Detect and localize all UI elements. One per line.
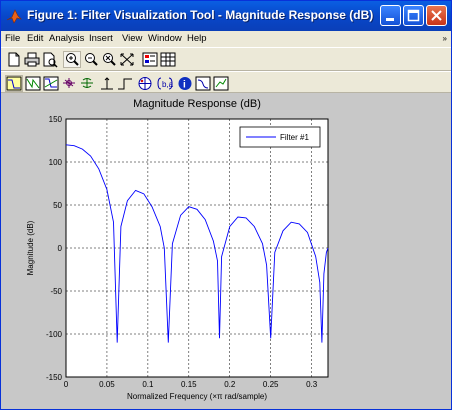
zoom-x-button[interactable] [100, 51, 118, 68]
x-tick-label: 0 [64, 380, 69, 389]
y-tick-label: -50 [50, 287, 62, 296]
menu-overflow-icon[interactable]: » [442, 34, 447, 43]
x-tick-label: 0.05 [99, 380, 115, 389]
print-preview-button[interactable] [41, 51, 59, 68]
menu-analysis[interactable]: Analysis [49, 33, 85, 44]
maximize-button[interactable] [403, 5, 424, 26]
axis-ticks: 0 0.05 0.1 0.15 0.2 0.25 0.3 150 100 50 0 -50 -100 -1… [46, 115, 318, 389]
grid-button[interactable] [159, 51, 177, 68]
legend-entry-filter-1: Filter #1 [280, 133, 309, 142]
step-response-button[interactable] [116, 75, 134, 92]
menu-view[interactable]: View [122, 33, 143, 44]
data-button[interactable] [194, 75, 212, 92]
menu-file[interactable]: File [5, 33, 21, 44]
magnitude-phase-icon [43, 76, 59, 91]
coefficients-icon: b,a [157, 77, 174, 90]
legend-icon [142, 52, 158, 67]
print-button[interactable] [23, 51, 41, 68]
zoom-in-icon [66, 53, 79, 66]
new-figure-button[interactable] [5, 51, 23, 68]
y-tick-label: -150 [46, 373, 63, 382]
menu-bar: File Edit Analysis Insert View Window He… [1, 31, 451, 47]
phase-response-icon [25, 76, 41, 91]
minimize-button[interactable] [380, 5, 401, 26]
menu-insert[interactable]: Insert [89, 33, 113, 44]
zoom-fit-icon [120, 53, 134, 66]
zoom-in-button[interactable] [63, 51, 81, 68]
phase-delay-icon [81, 78, 93, 88]
plot-title: Magnitude Response (dB) [133, 98, 261, 110]
print-preview-icon [43, 52, 58, 68]
series-filter-1-line [65, 144, 329, 343]
x-tick-label: 0.3 [306, 380, 318, 389]
grid-lines [66, 119, 328, 377]
legend-button[interactable] [141, 51, 159, 68]
x-tick-label: 0.25 [263, 380, 279, 389]
grid-icon [160, 52, 176, 67]
zoom-out-icon [85, 53, 98, 66]
minimize-icon [386, 18, 394, 21]
group-delay-button[interactable] [60, 75, 78, 92]
filter-info-icon: i [178, 77, 192, 91]
pole-zero-button[interactable] [136, 75, 154, 92]
y-axis-label: Magnitude (dB) [26, 220, 35, 275]
legend[interactable]: Filter #1 [239, 126, 321, 148]
svg-text:b,a: b,a [162, 80, 174, 89]
menu-edit[interactable]: Edit [27, 33, 44, 44]
group-delay-icon [63, 78, 75, 88]
zoom-fit-button[interactable] [118, 51, 136, 68]
phase-delay-button[interactable] [78, 75, 96, 92]
impulse-response-icon [101, 77, 113, 90]
x-tick-label: 0.2 [224, 380, 236, 389]
menu-window[interactable]: Window [148, 33, 182, 44]
impulse-response-button[interactable] [98, 75, 116, 92]
axes-background [65, 118, 329, 378]
magnitude-phase-button[interactable] [42, 75, 60, 92]
x-axis-label: Normalized Frequency (×π rad/sample) [127, 392, 267, 401]
close-icon [431, 10, 442, 21]
toolbar-analysis: b,a i [1, 71, 451, 93]
y-tick-label: 100 [49, 158, 63, 167]
y-tick-label: 50 [53, 201, 62, 210]
legend-toggle-button[interactable] [212, 75, 230, 92]
x-tick-label: 0.15 [181, 380, 197, 389]
coefficients-button[interactable]: b,a [156, 75, 174, 92]
legend-toggle-icon [213, 76, 229, 91]
matlab-icon [6, 9, 22, 24]
y-tick-label: 150 [49, 115, 63, 124]
data-icon [195, 76, 211, 91]
toolbar-standard [1, 47, 451, 71]
svg-text:i: i [183, 80, 186, 91]
title-bar[interactable]: Figure 1: Filter Visualization Tool - Ma… [1, 1, 451, 31]
legend-box [239, 126, 321, 148]
step-response-icon [118, 78, 132, 90]
y-tick-label: 0 [58, 244, 63, 253]
phase-response-button[interactable] [24, 75, 42, 92]
window-title: Figure 1: Filter Visualization Tool - Ma… [27, 8, 374, 22]
magnitude-response-icon [6, 76, 22, 91]
x-tick-label: 0.1 [142, 380, 154, 389]
zoom-x-icon [103, 53, 116, 66]
pole-zero-icon [138, 77, 152, 90]
new-icon [8, 52, 20, 67]
magnitude-response-button[interactable] [5, 75, 23, 92]
zoom-out-button[interactable] [82, 51, 100, 68]
filter-info-button[interactable]: i [176, 75, 194, 92]
y-tick-label: -100 [46, 330, 63, 339]
close-button[interactable] [426, 5, 447, 26]
print-icon [24, 52, 40, 67]
maximize-icon [407, 9, 420, 22]
menu-help[interactable]: Help [187, 33, 207, 44]
